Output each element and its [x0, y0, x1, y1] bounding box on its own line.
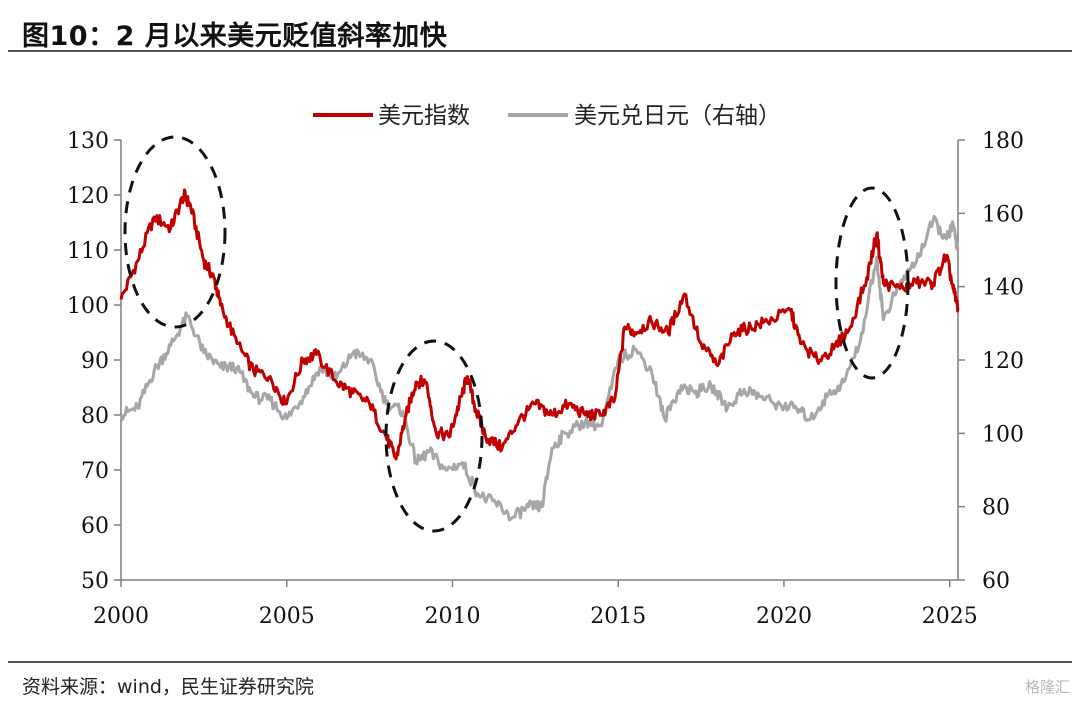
left-tick-label: 100 — [67, 294, 109, 319]
x-tick-label: 2020 — [756, 604, 812, 629]
right-tick-label: 160 — [982, 202, 1024, 227]
left-tick-label: 90 — [81, 349, 109, 374]
highlight-ellipse-2002 — [123, 135, 227, 329]
legend-label-usdjpy: 美元兑日元（右轴） — [574, 103, 781, 129]
series-line-dxy — [119, 188, 960, 461]
axes: 50 60 70 80 90 100 110 120 130 60 80 100 120 140 160 18… — [67, 129, 1024, 629]
x-tick-label: 2010 — [424, 604, 480, 629]
x-tick-label: 2015 — [590, 604, 646, 629]
left-tick-label: 70 — [81, 459, 109, 484]
left-tick-label: 110 — [67, 239, 109, 264]
right-tick-label: 80 — [982, 496, 1010, 521]
highlight-ellipse-2022 — [834, 186, 910, 380]
x-tick-label: 2000 — [93, 604, 149, 629]
legend-label-dxy: 美元指数 — [378, 103, 470, 129]
highlight-ellipse-2009 — [384, 339, 484, 533]
series-lines — [119, 188, 960, 522]
source-rule — [8, 661, 1072, 663]
right-tick-label: 180 — [982, 129, 1024, 154]
left-tick-label: 60 — [81, 514, 109, 539]
chart: 美元指数 美元兑日元（右轴） 50 60 70 80 90 100 110 120 130 60 8… — [67, 103, 1024, 629]
x-tick-label: 2025 — [922, 604, 978, 629]
watermark-logo: 格隆汇 — [1024, 678, 1070, 696]
left-tick-label: 50 — [81, 569, 109, 594]
left-tick-label: 130 — [67, 129, 109, 154]
title-rule — [8, 50, 1072, 52]
series-line-usdjpy — [119, 214, 960, 522]
right-tick-label: 120 — [982, 349, 1024, 374]
right-tick-label: 140 — [982, 276, 1024, 301]
figure-title: 图10：2 月以来美元贬值斜率加快 — [22, 21, 448, 52]
highlight-ellipses — [123, 135, 910, 533]
x-tick-label: 2005 — [259, 604, 315, 629]
left-tick-label: 120 — [67, 184, 109, 209]
right-tick-label: 100 — [982, 422, 1024, 447]
source-note: 资料来源：wind，民生证券研究院 — [22, 676, 314, 698]
right-tick-label: 60 — [982, 569, 1010, 594]
left-tick-label: 80 — [81, 404, 109, 429]
legend: 美元指数 美元兑日元（右轴） — [313, 103, 781, 129]
